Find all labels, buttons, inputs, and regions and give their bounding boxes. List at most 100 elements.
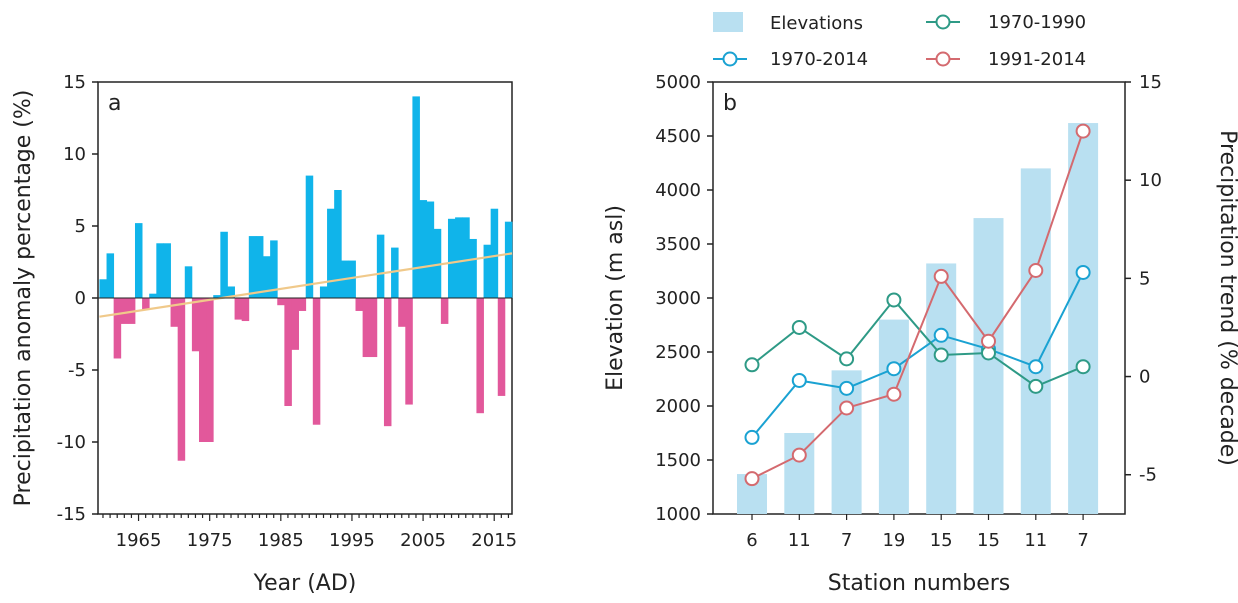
- trend-series-point: [839, 380, 855, 396]
- x-tick-label: 7: [841, 530, 852, 551]
- x-tick-label: 1985: [258, 530, 304, 551]
- panel-b-x-ticks: 6 11 7 19 15 15 11 7: [746, 514, 1089, 551]
- anomaly-bar: [199, 298, 207, 442]
- anomaly-bar: [504, 221, 513, 298]
- anomaly-bar: [348, 260, 356, 298]
- elevation-bar: [878, 319, 909, 514]
- panel-a-x-ticks: 1965 1975 1985 1995 2005 2015: [102, 514, 517, 551]
- trend-series-point: [1075, 359, 1091, 375]
- anomaly-bar: [391, 247, 399, 298]
- trend-series-line: [751, 272, 1084, 439]
- y-tick-label: 4500: [655, 126, 701, 147]
- trend-series-point: [1028, 378, 1044, 394]
- anomaly-bar: [156, 243, 164, 298]
- panel-b-y-ticks: 1000 1500 2000 2500 3000 3500 4000 4500 5000: [655, 72, 713, 525]
- anomaly-bar: [469, 238, 477, 298]
- trend-series-point: [791, 372, 807, 388]
- trend-series-line: [751, 298, 1084, 388]
- x-tick-label: 2015: [471, 530, 517, 551]
- x-tick-label: 15: [930, 530, 953, 551]
- anomaly-bar: [490, 208, 499, 298]
- anomaly-bar: [319, 286, 328, 298]
- anomaly-bar: [277, 298, 285, 306]
- legend-label-elevations: Elevations: [770, 13, 863, 34]
- anomaly-bar: [234, 298, 243, 320]
- trend-series-point: [744, 429, 760, 445]
- anomaly-bar: [476, 298, 484, 414]
- anomaly-bar: [149, 293, 157, 298]
- legend-label: 1970-1990: [988, 12, 1086, 33]
- trend-series-line: [751, 130, 1085, 480]
- anomaly-bar: [113, 298, 122, 359]
- anomaly-bar: [327, 208, 335, 298]
- y-tick-label: 10: [63, 144, 86, 165]
- panel-b-elevation-bars: [737, 123, 1099, 514]
- anomaly-bar: [376, 234, 385, 298]
- anomaly-bar: [483, 244, 492, 298]
- y-tick-label: 2000: [655, 396, 701, 417]
- anomaly-bar: [120, 298, 129, 324]
- panel-b-letter: b: [723, 91, 737, 116]
- anomaly-bar: [220, 231, 228, 298]
- y-tick-label: -5: [68, 360, 86, 381]
- legend-marker: [722, 51, 738, 67]
- trend-series-point: [933, 268, 949, 284]
- trend-series-point: [839, 351, 855, 367]
- anomaly-bar: [355, 298, 364, 311]
- anomaly-bar: [426, 201, 435, 298]
- anomaly-bar: [213, 295, 221, 298]
- legend-label: 1991-2014: [988, 49, 1086, 70]
- legend-marker: [935, 51, 951, 67]
- y-tick-label: 0: [75, 288, 86, 309]
- y-tick-label: 15: [63, 72, 86, 93]
- anomaly-bar: [312, 298, 321, 425]
- panel-b-legend: Elevations 1970-2014 1970-1990 1991-2014: [713, 12, 1086, 70]
- anomaly-bar: [412, 96, 420, 299]
- y-tick-label: 2500: [655, 342, 701, 363]
- y2-tick-label: 15: [1139, 72, 1162, 93]
- anomaly-bar: [362, 298, 371, 358]
- y2-tick-label: -5: [1139, 465, 1157, 486]
- anomaly-bar: [177, 298, 186, 461]
- elevation-bar: [1068, 123, 1099, 514]
- anomaly-bar: [134, 223, 143, 298]
- anomaly-bar: [248, 236, 257, 298]
- trend-series-point: [1075, 264, 1091, 280]
- anomaly-bar: [369, 298, 378, 358]
- anomaly-bar: [398, 298, 406, 327]
- anomaly-bar: [227, 286, 235, 298]
- anomaly-bar: [497, 298, 506, 396]
- panel-a-letter: a: [108, 91, 121, 116]
- y-tick-label: 3000: [655, 288, 701, 309]
- x-tick-label: 2005: [400, 530, 446, 551]
- panel-a-bars: [99, 96, 513, 461]
- y-tick-label: 5000: [655, 72, 701, 93]
- anomaly-bar: [462, 217, 470, 298]
- panel-a-x-label: Year (AD): [253, 571, 357, 596]
- y-tick-label: 4000: [655, 180, 701, 201]
- legend-swatch-elevations: [713, 12, 743, 32]
- y-tick-label: 1500: [655, 450, 701, 471]
- x-tick-label: 1975: [187, 530, 233, 551]
- x-tick-label: 11: [1024, 530, 1047, 551]
- anomaly-bar: [419, 200, 428, 298]
- y2-tick-label: 10: [1139, 170, 1162, 191]
- panel-b-y-label: Elevation (m asl): [603, 205, 628, 391]
- anomaly-bar: [241, 298, 250, 322]
- elevation-bar: [926, 263, 957, 514]
- elevation-bar: [1020, 168, 1051, 514]
- anomaly-bar: [142, 298, 150, 310]
- anomaly-bar: [291, 298, 299, 350]
- anomaly-bar: [255, 236, 264, 298]
- anomaly-bar: [170, 298, 179, 327]
- x-tick-label: 19: [882, 530, 905, 551]
- panel-a-y-label: Precipitation anomaly percentage (%): [11, 90, 36, 507]
- legend-marker: [935, 14, 951, 30]
- x-tick-label: 7: [1077, 530, 1088, 551]
- trend-series-point: [744, 357, 760, 373]
- y-tick-label: 1000: [655, 504, 701, 525]
- anomaly-bar: [405, 298, 413, 405]
- trend-series-point: [1075, 123, 1091, 139]
